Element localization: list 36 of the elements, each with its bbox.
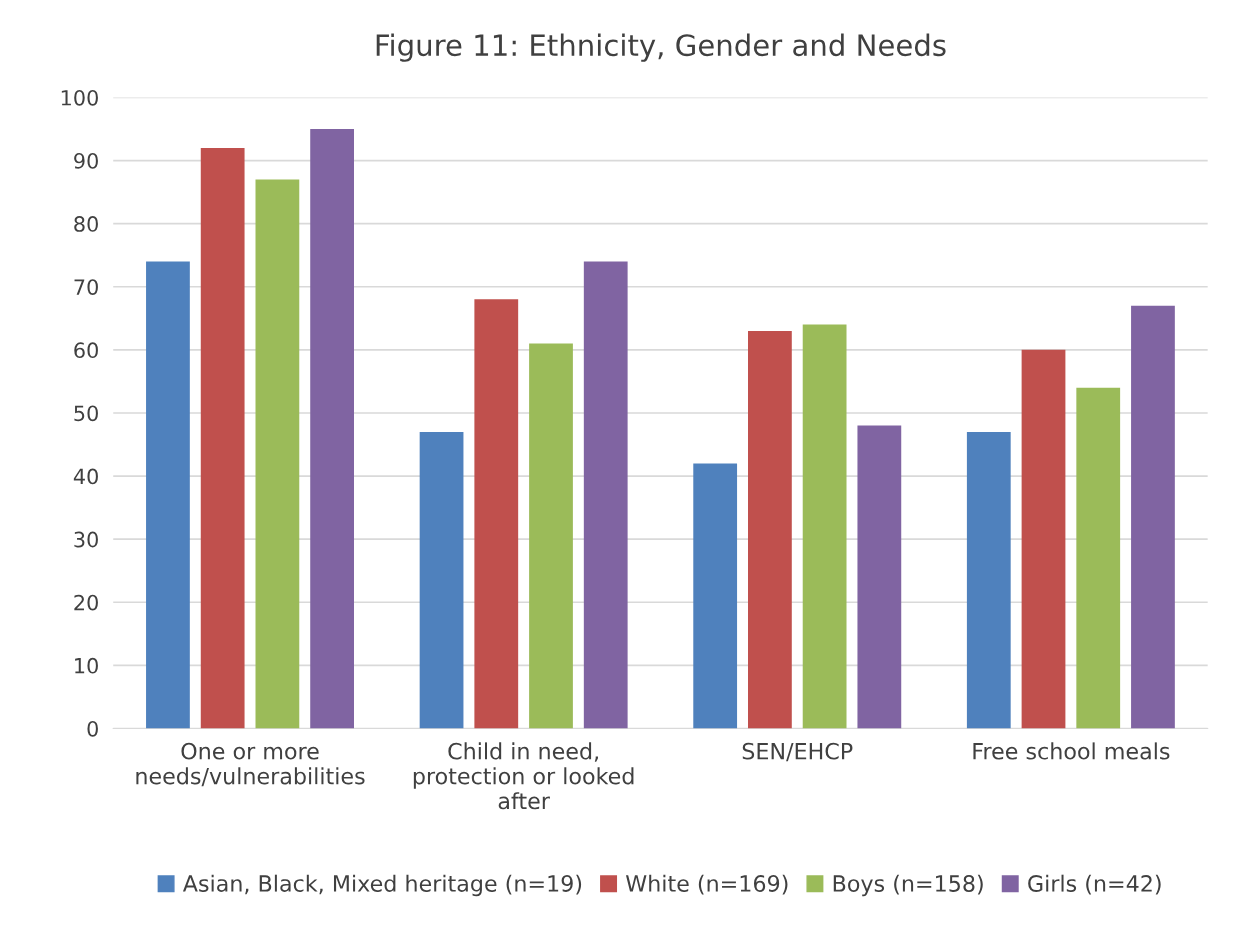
bar [1076, 387, 1121, 729]
legend-label: Asian, Black, Mixed heritage (n=19) [182, 874, 582, 897]
x-tick-label: Child in need, protection or looked after [413, 742, 634, 810]
bar [310, 128, 354, 729]
x-tick-label: Free school meals [973, 742, 1170, 760]
y-tick-label: 30 [74, 531, 98, 548]
bar [693, 463, 738, 729]
bar [419, 431, 464, 729]
bar [802, 324, 847, 729]
chart-title: Figure 11: Ethnicity, Gender and Needs [376, 33, 946, 62]
y-tick-label: 10 [75, 657, 98, 674]
legend-label: Boys (n=158) [833, 874, 983, 897]
legend-label: Girls (n=42) [1028, 874, 1161, 895]
y-tick-label: 100 [61, 89, 98, 106]
y-tick-label: 70 [74, 279, 98, 295]
legend-label: White (n=169) [625, 874, 788, 895]
y-tick-label: 50 [74, 405, 98, 422]
bar [966, 431, 1011, 729]
bar [1131, 305, 1175, 729]
y-tick-label: 20 [74, 594, 98, 611]
bar [474, 299, 519, 729]
bar [529, 343, 573, 729]
y-tick-label: 90 [74, 153, 98, 169]
bar [748, 330, 792, 729]
y-tick-label: 60 [74, 342, 98, 359]
bar [583, 261, 628, 729]
bar [857, 425, 902, 729]
y-tick-label: 40 [73, 468, 98, 485]
bar [200, 147, 245, 729]
y-tick-label: 80 [74, 216, 98, 232]
x-tick-label: One or more needs/vulnerabilities [136, 742, 365, 787]
bar [255, 179, 300, 729]
y-tick-label: 0 [87, 720, 98, 737]
bar [1021, 349, 1066, 729]
bar [146, 261, 190, 729]
x-tick-label: SEN/EHCP [742, 742, 853, 762]
